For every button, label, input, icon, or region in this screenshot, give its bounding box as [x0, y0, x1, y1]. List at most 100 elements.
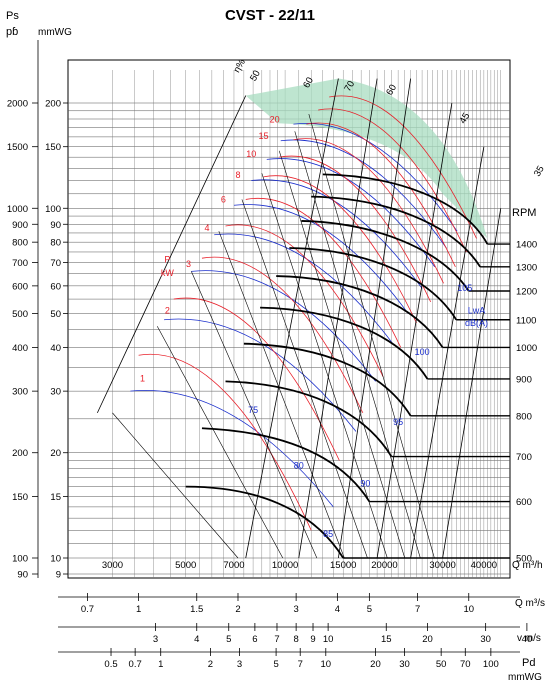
noise-label: 100	[415, 347, 430, 357]
fan-curve-1200	[301, 220, 470, 292]
efficiency-label: 45	[458, 111, 473, 126]
flow-s-axis-tick-label: 10	[463, 604, 474, 615]
pa-tick-label: 600	[12, 281, 28, 292]
velocity-axis-tick-label: 20	[422, 634, 433, 645]
pa-tick-label: 2000	[7, 99, 28, 110]
noise-label: 90	[360, 479, 370, 489]
pa-tick-label: 200	[12, 448, 28, 459]
mesh-line	[191, 271, 318, 559]
efficiency-label: 60	[301, 75, 316, 90]
noise-label: 95	[393, 417, 403, 427]
y-axis-pa-label: Ps	[6, 10, 19, 22]
mesh-line	[308, 113, 435, 559]
x-axis-pd-unit2: mmWG	[508, 672, 542, 683]
rpm-tick-label: 1400	[516, 240, 537, 251]
rpm-tick-label: 1300	[516, 262, 537, 273]
flow-s-axis-tick-label: 2	[235, 604, 240, 615]
noise-label: 80	[294, 461, 304, 471]
mm-tick-label: 80	[50, 238, 61, 249]
pd-axis-tick-label: 5	[273, 659, 278, 670]
pa-tick-label: 700	[12, 258, 28, 269]
velocity-axis-tick-label: 10	[323, 634, 334, 645]
power-curve	[279, 155, 432, 303]
pd-axis-tick-label: 20	[370, 659, 381, 670]
power-curve	[318, 108, 467, 253]
flow-tick-label: 20000	[371, 560, 397, 571]
efficiency-line	[442, 208, 502, 559]
power-curve	[293, 138, 444, 284]
noise-curve	[130, 390, 334, 508]
fan-curve-900	[260, 306, 429, 380]
pa-tick-label: 90	[17, 570, 28, 581]
power-curve	[173, 297, 340, 461]
power-axis-kw: kW	[161, 268, 175, 278]
fan-curve-1100	[289, 247, 458, 321]
pd-axis-tick-label: 0.7	[129, 659, 142, 670]
flow-s-axis-tick-label: 4	[335, 604, 340, 615]
flow-tick-label: 10000	[272, 560, 298, 571]
high-efficiency-area	[245, 78, 488, 239]
flow-tick-label: 30000	[429, 560, 455, 571]
fan-curve-600	[201, 427, 371, 503]
fan-curve-800	[243, 342, 412, 417]
fan-curve-500	[185, 485, 344, 559]
rpm-tick-label: 700	[516, 452, 532, 463]
flow-s-axis-tick-label: 3	[293, 604, 298, 615]
pa-tick-label: 300	[12, 387, 28, 398]
rpm-tick-label: 500	[516, 554, 532, 565]
velocity-axis-tick-label: 3	[153, 634, 158, 645]
mm-tick-label: 20	[50, 448, 61, 459]
rpm-tick-label: 1100	[516, 315, 536, 326]
power-label: 6	[221, 194, 226, 204]
mm-tick-label: 200	[45, 99, 61, 110]
efficiency-label: 60	[384, 83, 399, 98]
mm-tick-label: 60	[50, 281, 61, 292]
power-label: 10	[246, 149, 256, 159]
velocity-axis-tick-label: 40	[522, 634, 533, 645]
power-label: 1	[140, 373, 145, 383]
power-curve	[245, 197, 402, 348]
noise-curve	[293, 122, 458, 232]
mm-tick-label: 10	[50, 554, 61, 565]
noise-axis-lwa: LwA	[468, 306, 486, 316]
pd-axis-tick-label: 10	[320, 659, 331, 670]
power-label: 20	[270, 114, 280, 124]
efficiency-line	[97, 95, 247, 414]
rpm-tick-label: 900	[516, 374, 532, 385]
velocity-axis-tick-label: 9	[310, 634, 315, 645]
fan-curve-1300	[311, 195, 481, 268]
mesh-line	[112, 412, 239, 559]
flow-tick-label: 15000	[330, 560, 356, 571]
shaded-region	[245, 78, 488, 239]
efficiency-line	[376, 102, 453, 559]
flow-tick-label: 5000	[175, 560, 196, 571]
noise-curve	[251, 179, 423, 289]
efficiency-line	[410, 146, 485, 559]
fan-curve-1400	[322, 173, 489, 245]
power-axis-p: P	[164, 254, 170, 264]
pd-axis-tick-label: 70	[460, 659, 471, 670]
rpm-tick-label: 1200	[516, 287, 537, 298]
flow-tick-label: 40000	[471, 560, 497, 571]
rpm-tick-label: 1000	[516, 343, 537, 354]
power-label: 15	[258, 131, 268, 141]
mm-tick-label: 40	[50, 343, 61, 354]
mm-tick-label: 90	[50, 220, 61, 231]
fan-curve-700	[225, 380, 393, 458]
pd-axis-tick-label: 30	[399, 659, 410, 670]
noise-label: 105	[457, 283, 472, 293]
power-label: 8	[235, 170, 240, 180]
flow-s-axis-tick-label: 0.7	[81, 604, 94, 615]
flow-s-axis-tick-label: 7	[415, 604, 420, 615]
mesh-line	[294, 131, 421, 559]
power-label: 3	[186, 259, 191, 269]
mesh-line	[241, 199, 368, 559]
pa-tick-label: 1500	[7, 142, 28, 153]
pd-axis-tick-label: 50	[436, 659, 447, 670]
flow-tick-label: 3000	[102, 560, 123, 571]
mm-tick-label: 30	[50, 387, 61, 398]
x-axis-flow-s-unit: Q m³/s	[515, 598, 545, 609]
power-label: 4	[204, 223, 209, 233]
velocity-axis-tick-label: 7	[274, 634, 279, 645]
pd-axis-tick-label: 3	[237, 659, 242, 670]
